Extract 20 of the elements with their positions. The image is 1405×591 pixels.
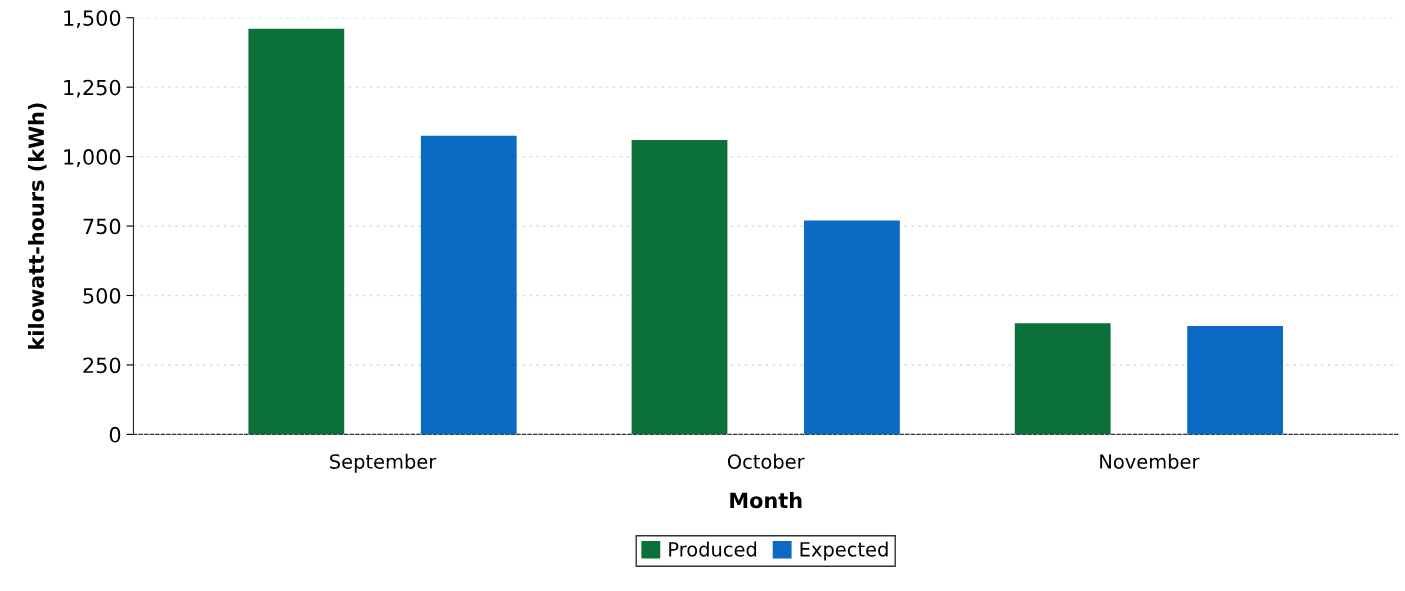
legend-label: Produced xyxy=(669,541,757,557)
y-tick-label: 250 xyxy=(83,357,121,374)
x-tick-label: October xyxy=(727,453,805,469)
bar xyxy=(804,220,900,435)
bar xyxy=(1187,326,1284,435)
bar xyxy=(248,28,345,435)
y-tick-label: 500 xyxy=(83,287,121,304)
bar xyxy=(631,139,728,435)
x-axis-title: Month xyxy=(730,492,802,509)
y-tick-label: 750 xyxy=(83,218,121,235)
x-tick-label: September xyxy=(330,453,437,473)
y-axis-title: kilowatt-hours (kWh) xyxy=(27,103,47,349)
legend-label: Expected xyxy=(800,541,888,561)
x-tick-label: November xyxy=(1100,453,1200,469)
y-tick-label: 1,500 xyxy=(64,10,121,29)
bar xyxy=(1014,323,1111,435)
y-tick-label: 1,250 xyxy=(64,79,121,98)
y-tick-label: 1,000 xyxy=(64,149,121,167)
bar xyxy=(420,135,517,435)
y-tick-label: 0 xyxy=(109,426,121,443)
